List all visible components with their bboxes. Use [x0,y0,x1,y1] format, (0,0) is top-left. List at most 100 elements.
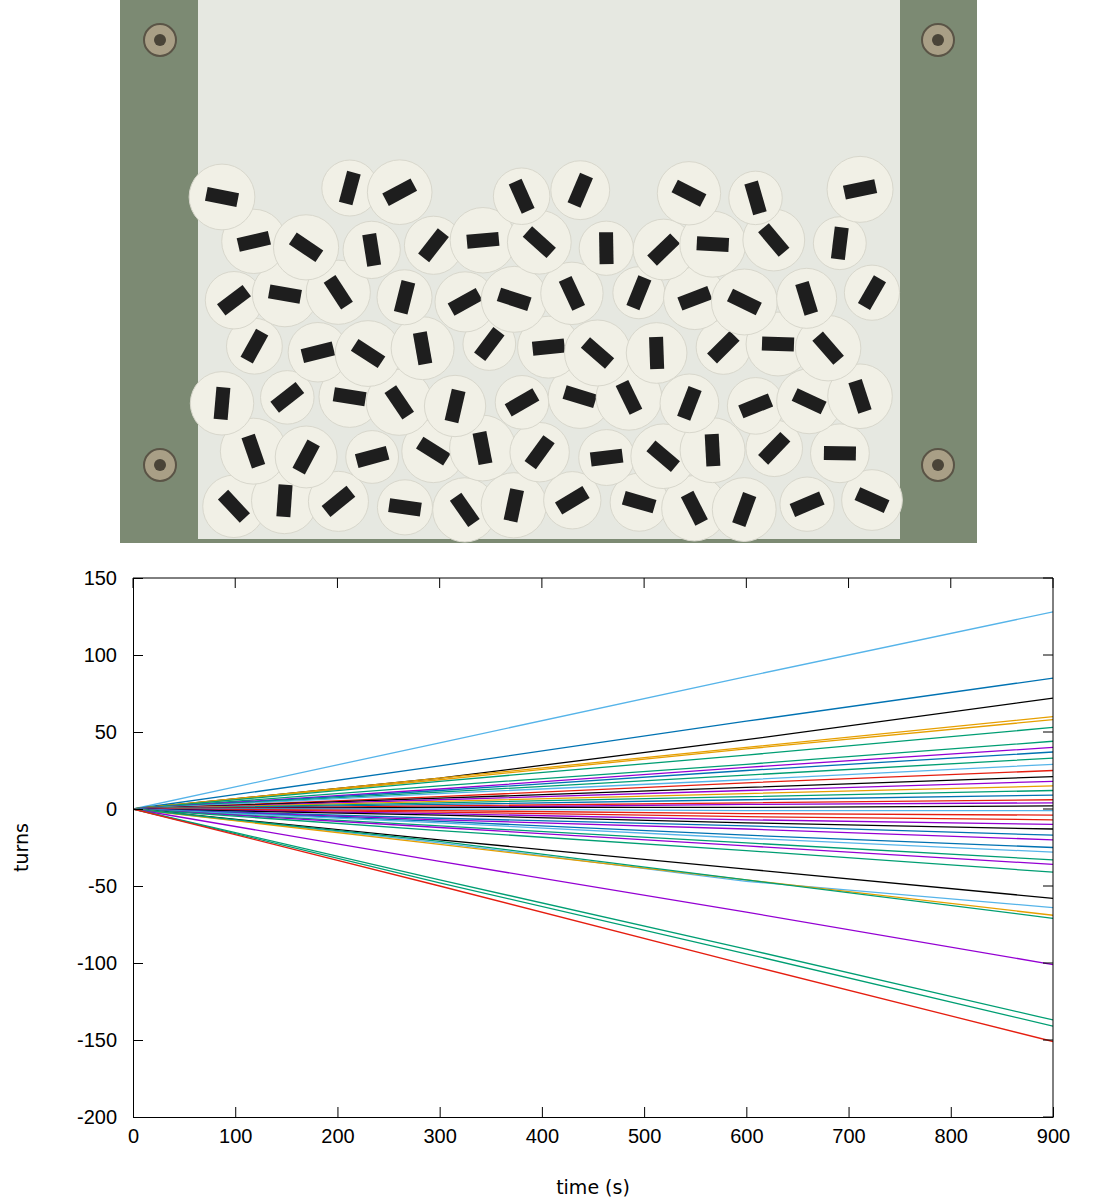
disk [657,162,720,225]
disk [189,164,255,230]
y-mirror-ticks [1043,578,1053,1117]
disk-marker [497,288,532,311]
disk-marker [418,228,449,262]
disk-marker [217,285,251,315]
bolt [144,24,176,56]
bolt [922,24,954,56]
series-line [133,809,1053,860]
disk-marker [301,342,335,363]
disk [275,426,337,488]
x-tick-label: 800 [935,1125,968,1147]
y-tick-mark [133,1040,143,1041]
series-line [133,809,1053,915]
disk-marker [858,275,886,310]
disk-marker [289,233,323,263]
disk [626,323,687,384]
x-tick: 700 [832,1107,865,1147]
x-tick: 200 [321,1107,354,1147]
disk [729,171,782,224]
disk-marker [616,380,643,415]
disk-marker [218,490,250,523]
y-tick: 50 [95,721,143,743]
disk-marker [559,276,585,311]
series-line [133,698,1053,809]
y-tick-mark [133,578,143,579]
x-tick-mark [542,1107,543,1117]
series-line [133,612,1053,809]
y-tick-mark [133,963,143,964]
series-line [133,678,1053,809]
disk-marker [758,223,789,257]
disk [711,269,777,335]
disk [827,156,893,222]
y-tick-mark [133,809,143,810]
y-tick: -150 [77,1029,143,1051]
x-tick-label: 700 [832,1125,865,1147]
y-tick-label: -150 [77,1029,117,1051]
disk-marker [677,386,702,421]
disk [565,320,631,386]
photo-panel [198,0,900,539]
x-tick-mark [235,1107,236,1117]
x-mirror-ticks [133,578,1053,588]
y-mirror-tick [1043,1040,1053,1041]
disk-marker [413,331,432,365]
disk [343,221,400,278]
x-axis-line [134,1117,1054,1118]
series-line [133,809,1053,835]
disk-marker [758,432,790,465]
disk-marker [292,440,319,475]
disk [190,372,253,435]
disk-marker [848,379,871,414]
series-line [133,809,1053,1020]
x-tick-label: 900 [1037,1125,1070,1147]
x-tick-mark [951,1107,952,1117]
disk-marker [696,236,729,252]
disk-marker [744,181,766,216]
disk [493,168,550,225]
y-axis: -200-150-100-50050100150 [77,567,143,1128]
y-tick-label: 100 [84,644,117,666]
x-tick: 500 [628,1107,661,1147]
y-mirror-tick [1043,655,1053,656]
disk-marker [324,275,353,309]
x-mirror-tick [541,578,542,588]
y-tick-label: 50 [95,721,117,743]
y-tick: -50 [88,875,143,897]
disk-marker [555,486,590,514]
x-tick: 600 [730,1107,763,1147]
disk-marker [474,327,504,361]
x-tick-mark [849,1107,850,1117]
disk-marker [843,179,877,199]
disk-marker [237,231,271,252]
bolt [144,449,176,481]
x-mirror-tick [337,578,338,588]
x-tick-label: 600 [730,1125,763,1147]
disk-marker [450,493,480,527]
disk [811,424,870,483]
disk-marker [241,329,269,364]
disk-marker [590,449,623,467]
x-mirror-tick [950,578,951,588]
series-line [133,786,1053,809]
disk-marker [242,434,266,469]
series-line [133,771,1053,810]
y-tick-label: 0 [106,798,117,820]
disk-marker [792,388,827,414]
series-line [133,727,1053,809]
disk-marker [268,285,302,304]
disk-marker [362,233,381,267]
disk-marker [382,179,417,206]
disk [391,317,454,380]
disk [551,161,610,220]
disk [777,268,837,328]
disk-marker [270,382,304,413]
series-line [133,809,1053,1042]
x-tick-label: 300 [423,1125,456,1147]
series-line [133,795,1053,809]
y-axis-title: turns [10,823,32,872]
photo [120,0,977,543]
x-tick-mark [1053,1107,1054,1117]
disk-marker [705,434,721,467]
bolt-head [932,459,944,471]
